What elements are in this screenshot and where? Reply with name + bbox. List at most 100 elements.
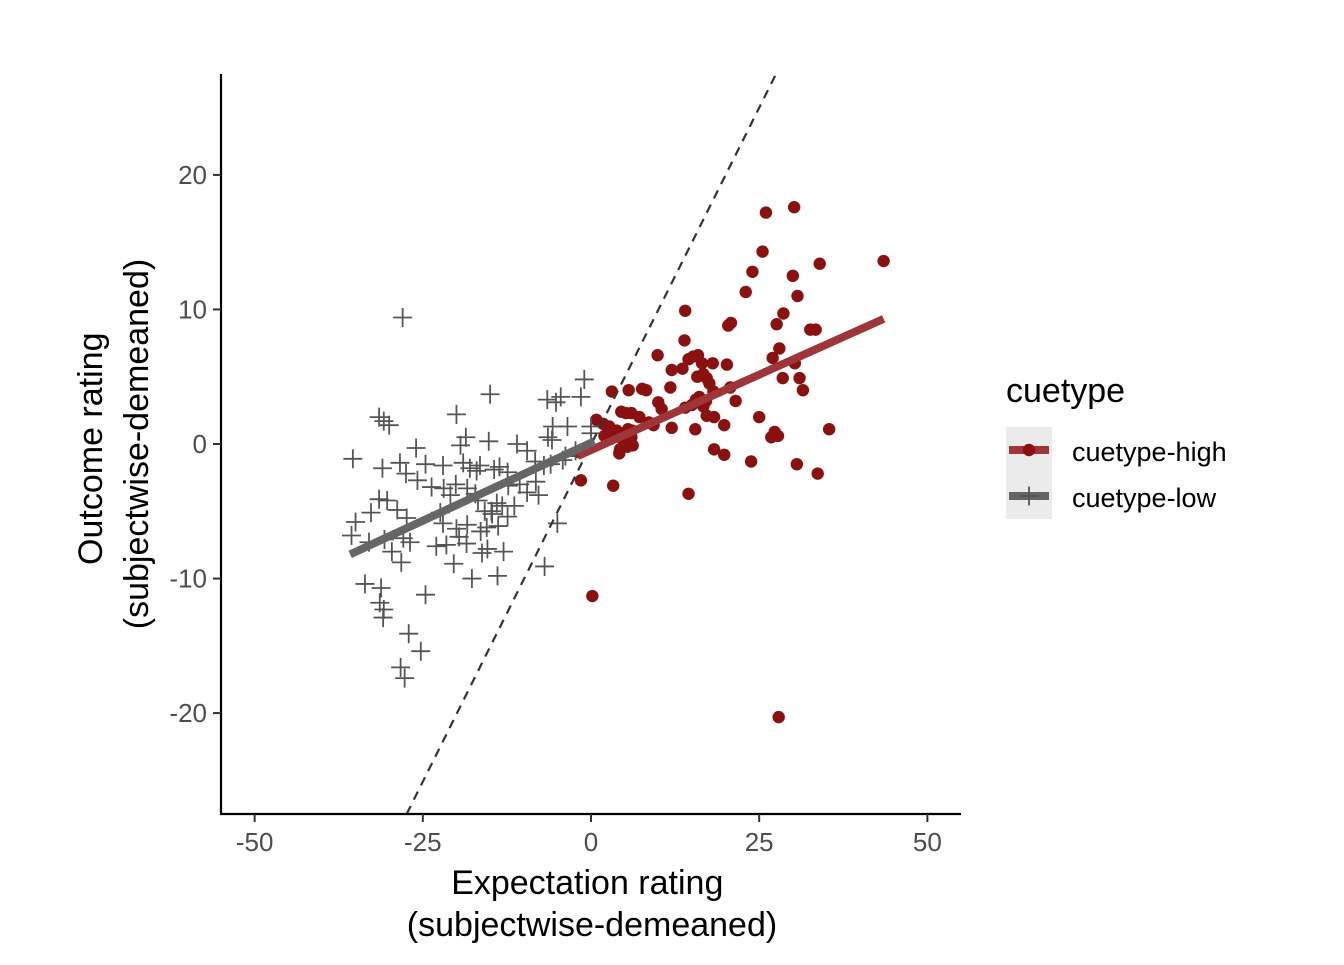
data-point-high — [772, 710, 785, 724]
data-point-high — [720, 358, 734, 371]
data-point-low — [450, 435, 470, 455]
data-point-low — [456, 427, 476, 447]
reference-line-layer — [405, 73, 777, 815]
data-point-high — [682, 487, 695, 500]
data-point-high — [796, 383, 810, 397]
data-point-high — [759, 206, 773, 219]
data-point-high — [665, 363, 678, 377]
data-point-low — [542, 430, 562, 450]
data-point-high — [787, 201, 801, 214]
data-point-low — [457, 478, 477, 498]
data-point-high — [655, 402, 668, 416]
data-point-low — [411, 641, 431, 661]
data-point-low — [571, 387, 591, 407]
data-point-low — [444, 554, 464, 574]
data-point-low — [377, 491, 397, 511]
data-point-low — [484, 460, 504, 480]
data-point-low — [369, 489, 389, 509]
data-point-high — [707, 443, 721, 456]
data-point-high — [613, 447, 626, 460]
y-axis-title: Outcome rating (subjectwise-demeaned) — [72, 259, 156, 629]
data-point-low — [504, 496, 524, 516]
data-point-high — [689, 423, 702, 436]
data-point-high — [756, 245, 769, 258]
legend-marker-high — [1022, 443, 1036, 457]
data-point-low — [472, 543, 492, 563]
y-tick-label: 0 — [193, 429, 207, 459]
data-point-low — [487, 566, 507, 586]
data-point-low — [374, 411, 394, 431]
data-point-low — [477, 517, 497, 537]
data-point-high — [718, 418, 731, 432]
data-point-high — [793, 371, 806, 385]
data-point-high — [790, 457, 804, 471]
data-point-high — [633, 410, 646, 424]
data-point-high — [665, 421, 678, 435]
ticks-layer: -50 -25 0 25 50 -20 -10 0 10 20 — [169, 160, 941, 857]
data-point-high — [639, 383, 653, 397]
data-point-low — [407, 470, 427, 490]
fit-line-cuetype-low — [348, 437, 597, 558]
data-point-high — [791, 289, 804, 303]
legend-key-low — [1009, 486, 1049, 506]
data-point-low — [446, 404, 466, 424]
y-tick-label: -20 — [169, 698, 207, 728]
legend-label-low: cuetype-low — [1072, 483, 1217, 513]
data-point-low — [479, 431, 499, 451]
data-point-high — [586, 589, 599, 603]
data-point-low — [517, 441, 537, 461]
data-point-low — [393, 308, 413, 328]
data-point-high — [813, 257, 826, 270]
data-point-low — [387, 500, 407, 520]
data-point-high — [744, 455, 758, 468]
data-point-high — [729, 394, 742, 408]
data-point-low — [462, 569, 482, 589]
data-point-low — [457, 515, 477, 535]
data-point-high — [664, 381, 677, 394]
legend: cuetype cuetype-high cuetype-low — [1006, 372, 1227, 519]
data-point-low — [422, 477, 442, 497]
data-point-low — [488, 516, 508, 536]
data-point-low — [406, 438, 426, 458]
data-point-high — [651, 349, 664, 362]
data-point-low — [361, 503, 381, 523]
data-point-low — [487, 493, 507, 513]
data-point-high — [718, 448, 731, 461]
legend-label-high: cuetype-high — [1072, 437, 1227, 467]
data-point-high — [777, 307, 790, 320]
data-point-low — [480, 384, 500, 404]
data-point-low — [535, 556, 555, 576]
y-axis-title-line-2: (subjectwise-demeaned) — [118, 259, 156, 629]
data-point-low — [529, 485, 549, 505]
x-axis-title-line-2: (subjectwise-demeaned) — [407, 906, 777, 944]
identity-reference-line — [405, 73, 777, 815]
data-point-low — [467, 461, 487, 481]
data-point-low — [498, 507, 518, 527]
data-point-low — [494, 542, 514, 562]
data-point-low — [395, 668, 415, 688]
legend-title: cuetype — [1006, 372, 1125, 410]
data-point-high — [706, 357, 719, 370]
data-point-low — [446, 519, 466, 539]
y-axis-title-line-1: Outcome rating — [72, 333, 110, 565]
data-point-low — [390, 453, 410, 473]
data-point-low — [342, 525, 362, 545]
points-layer — [342, 201, 890, 724]
data-point-low — [373, 608, 393, 628]
data-point-low — [546, 392, 566, 412]
data-point-low — [416, 585, 436, 605]
data-point-high — [678, 334, 691, 347]
x-tick-label: -50 — [236, 827, 274, 857]
data-point-low — [346, 512, 366, 532]
data-point-high — [622, 383, 635, 397]
data-point-low — [436, 535, 456, 555]
x-tick-label: 50 — [913, 827, 942, 857]
data-point-high — [574, 474, 588, 487]
data-point-low — [372, 458, 392, 478]
fit-lines-layer — [348, 315, 886, 558]
data-point-low — [574, 369, 594, 389]
data-point-low — [371, 578, 391, 598]
data-point-high — [776, 371, 789, 385]
